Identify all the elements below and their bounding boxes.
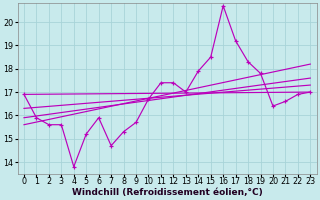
- X-axis label: Windchill (Refroidissement éolien,°C): Windchill (Refroidissement éolien,°C): [72, 188, 262, 197]
